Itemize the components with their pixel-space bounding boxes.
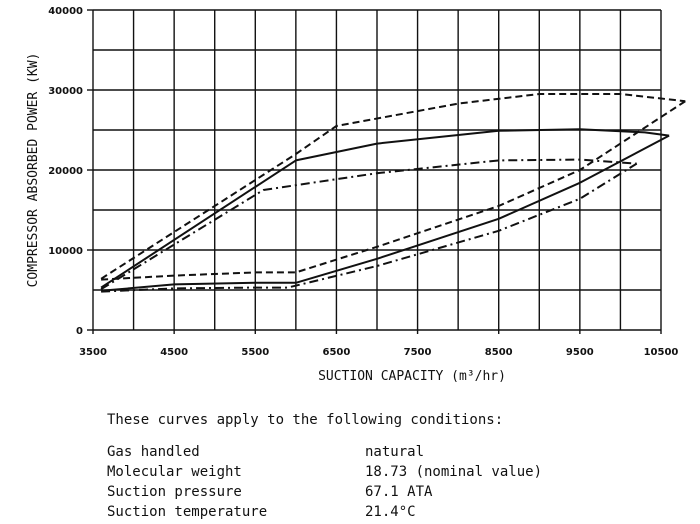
condition-value: 67.1 ATA	[365, 484, 433, 500]
condition-value: natural	[365, 444, 425, 460]
y-tick-label: 10000	[48, 246, 83, 257]
series-solid-lower-curve	[101, 134, 670, 292]
performance-chart: 3500 4500 5500 6500 7500 8500 9500 10500 0 10000 2…	[26, 6, 686, 384]
x-tick-label: 6500	[323, 347, 351, 358]
x-tick-label: 7500	[404, 347, 432, 358]
series-dashdot-lower-curve	[101, 162, 638, 293]
y-tick-label: 0	[76, 326, 83, 337]
condition-label: Molecular weight	[107, 464, 242, 480]
x-tick-label: 5500	[241, 347, 269, 358]
x-tick-label: 9500	[566, 347, 594, 358]
series-solid-upper-curve	[100, 128, 670, 289]
condition-label: Suction temperature	[107, 504, 268, 520]
condition-label: Gas handled	[107, 444, 200, 460]
series-dashed-lower-curve	[101, 100, 686, 281]
conditions-notes: These curves apply to the following cond…	[107, 412, 542, 522]
x-axis-label: SUCTION CAPACITY (m³/hr)	[318, 369, 506, 384]
condition-row: Gas handled natural	[107, 442, 542, 462]
y-axis-label: COMPRESSOR ABSORBED POWER (KW)	[26, 53, 41, 288]
x-tick-label: 8500	[485, 347, 513, 358]
condition-value: 18.73 (nominal value)	[365, 464, 543, 480]
condition-row: Suction pressure 67.1 ATA	[107, 482, 542, 502]
condition-row: Molecular weight 18.73 (nominal value)	[107, 462, 542, 482]
condition-label: Suction pressure	[107, 484, 242, 500]
y-tick-label: 30000	[48, 86, 83, 97]
series-dashdot-upper-curve	[100, 158, 637, 291]
condition-value: 21.4°C	[365, 504, 416, 520]
chart-series	[100, 93, 686, 293]
conditions-heading: These curves apply to the following cond…	[107, 412, 504, 428]
condition-row: Suction temperature 21.4°C	[107, 502, 542, 522]
x-tick-label: 3500	[79, 347, 107, 358]
y-tick-label: 40000	[48, 6, 83, 17]
y-tick-label: 20000	[48, 166, 83, 177]
series-dashed-upper-curve	[100, 93, 686, 280]
x-tick-label: 10500	[644, 347, 679, 358]
x-tick-label: 4500	[160, 347, 188, 358]
chart-tick-labels: 3500 4500 5500 6500 7500 8500 9500 10500 0 10000 2…	[48, 6, 678, 358]
